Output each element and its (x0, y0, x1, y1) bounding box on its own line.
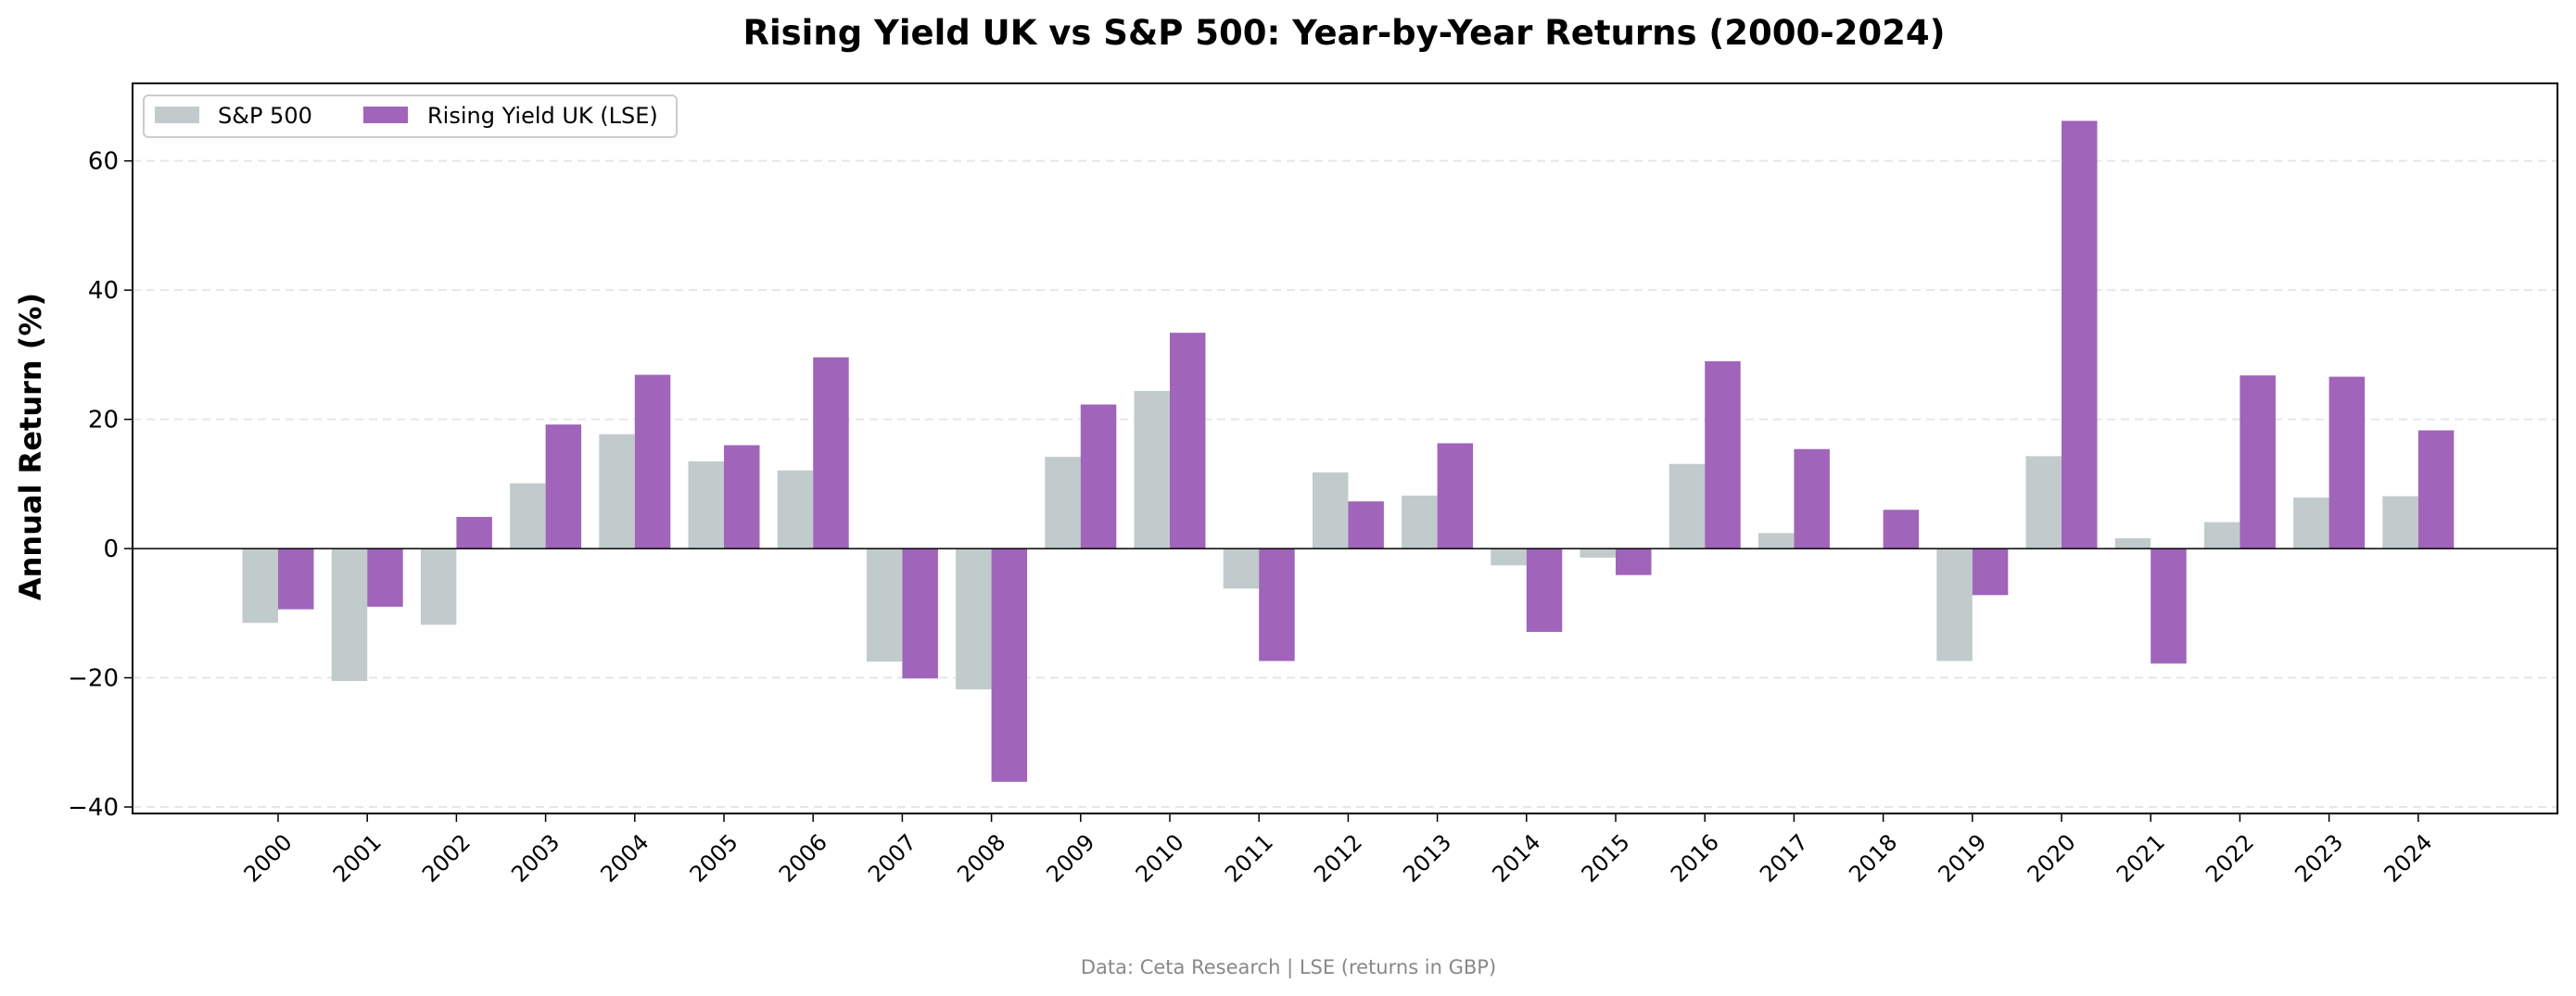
plot-frame (132, 82, 2558, 814)
bar-sp500-2002 (420, 548, 457, 625)
legend-frame (143, 95, 678, 138)
bar-rising-yield-uk-2019 (1972, 548, 2009, 596)
bar-sp500-2012 (1312, 472, 1349, 549)
bar-sp500-2003 (510, 483, 546, 549)
bar-sp500-2019 (1936, 548, 1973, 662)
x-tick-label: 2023 (2290, 829, 2348, 888)
bar-sp500-2008 (956, 548, 992, 690)
x-tick-label: 2017 (1755, 829, 1813, 888)
bar-rising-yield-uk-2020 (2062, 120, 2098, 549)
x-tick-label: 2002 (417, 829, 476, 888)
x-tick-label: 2005 (685, 829, 743, 888)
x-tick-label: 2020 (2023, 829, 2081, 888)
y-axis-label: Annual Return (%) (13, 293, 48, 600)
x-tick-label: 2008 (952, 829, 1010, 888)
bar-rising-yield-uk-2014 (1526, 548, 1563, 633)
bar-rising-yield-uk-2009 (1080, 404, 1117, 549)
bar-rising-yield-uk-2002 (456, 516, 492, 549)
bar-sp500-2020 (2025, 456, 2062, 549)
bar-rising-yield-uk-2015 (1616, 548, 1652, 575)
bar-sp500-2014 (1491, 548, 1527, 566)
gridlines (133, 159, 2557, 809)
bar-sp500-2016 (1669, 463, 1706, 549)
x-tick-label: 2010 (1131, 829, 1189, 888)
bar-rising-yield-uk-2001 (367, 548, 403, 607)
bar-rising-yield-uk-2006 (813, 357, 849, 549)
x-tick-label: 2004 (595, 829, 654, 888)
bar-sp500-2021 (2114, 537, 2151, 549)
bar-sp500-2007 (866, 548, 903, 662)
bar-rising-yield-uk-2023 (2329, 376, 2366, 549)
x-tick-label: 2014 (1487, 829, 1545, 888)
legend-swatch-rising-yield-uk (363, 107, 408, 123)
y-tick-label: −20 (68, 665, 119, 693)
x-tick-label: 2006 (774, 829, 832, 888)
source-note: Data: Ceta Research | LSE (returns in GB… (1081, 956, 1496, 979)
bar-rising-yield-uk-2021 (2151, 548, 2187, 664)
x-tick-label: 2001 (328, 829, 387, 888)
y-tick-label: 20 (88, 407, 119, 435)
x-tick-label: 2011 (1220, 829, 1278, 888)
bar-rising-yield-uk-2022 (2240, 375, 2276, 549)
bar-rising-yield-uk-2008 (991, 548, 1028, 782)
x-tick-label: 2024 (2379, 829, 2437, 888)
bar-sp500-2005 (688, 460, 724, 549)
legend-label-sp500: S&P 500 (218, 103, 312, 129)
bar-rising-yield-uk-2007 (902, 548, 938, 679)
bar-sp500-2013 (1402, 495, 1438, 549)
x-tick-label: 2007 (863, 829, 921, 888)
bar-sp500-2011 (1223, 548, 1260, 589)
bar-rising-yield-uk-2018 (1883, 510, 1920, 549)
bar-sp500-2017 (1758, 533, 1795, 549)
bar-rising-yield-uk-2010 (1170, 333, 1206, 549)
bar-rising-yield-uk-2005 (724, 445, 760, 549)
x-tick-label: 2021 (2112, 829, 2170, 888)
bar-rising-yield-uk-2000 (278, 548, 314, 610)
x-tick-label: 2009 (1041, 829, 1099, 888)
bar-sp500-2000 (242, 548, 278, 624)
x-tick-label: 2003 (506, 829, 565, 888)
bar-sp500-2023 (2293, 497, 2329, 549)
bar-sp500-2001 (331, 548, 368, 682)
chart-title: Rising Yield UK vs S&P 500: Year-by-Year… (742, 13, 1945, 53)
bars (242, 120, 2455, 782)
y-tick-label: 0 (103, 536, 119, 563)
bar-rising-yield-uk-2016 (1705, 360, 1741, 549)
x-tick-label: 2000 (239, 829, 298, 888)
bar-sp500-2010 (1134, 390, 1170, 549)
y-tick-label: 40 (88, 277, 119, 305)
bar-rising-yield-uk-2017 (1794, 448, 1830, 549)
x-tick-label: 2018 (1844, 829, 1902, 888)
bar-sp500-2015 (1580, 548, 1616, 558)
bar-rising-yield-uk-2013 (1437, 443, 1474, 549)
x-tick-label: 2016 (1666, 829, 1724, 888)
y-tick-label: −40 (68, 794, 119, 822)
bar-sp500-2004 (599, 434, 635, 549)
y-tick-label: 60 (88, 148, 119, 176)
legend: S&P 500 Rising Yield UK (LSE) (143, 95, 678, 138)
bar-sp500-2024 (2382, 496, 2418, 549)
x-tick-label: 2019 (1933, 829, 1991, 888)
bar-sp500-2009 (1045, 457, 1081, 549)
legend-label-rising-yield-uk: Rising Yield UK (LSE) (427, 103, 658, 129)
legend-swatch-sp500 (155, 107, 199, 123)
x-tick-label: 2013 (1398, 829, 1456, 888)
bar-rising-yield-uk-2024 (2417, 430, 2455, 549)
x-tick-label: 2015 (1577, 829, 1635, 888)
bar-rising-yield-uk-2012 (1348, 501, 1384, 549)
bar-rising-yield-uk-2003 (545, 424, 582, 549)
x-tick-label: 2022 (2201, 829, 2259, 888)
x-tick-label: 2012 (1309, 829, 1367, 888)
bar-rising-yield-uk-2011 (1259, 548, 1295, 662)
bar-sp500-2006 (777, 470, 814, 549)
y-axis: −40 −20 0 20 40 60 (68, 148, 133, 822)
bar-sp500-2022 (2203, 522, 2240, 549)
bar-rising-yield-uk-2004 (634, 374, 671, 549)
x-axis: 2000 2001 2002 2003 2004 2005 2006 2007 2008 2009… (239, 813, 2437, 888)
